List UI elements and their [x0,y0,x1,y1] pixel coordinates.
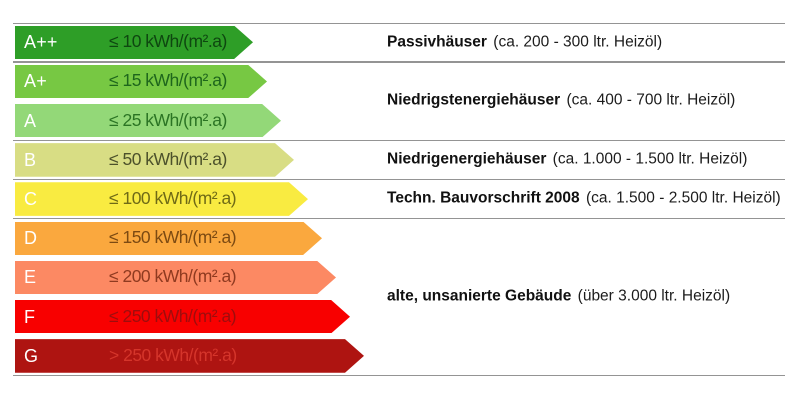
bar-c: C ≤ 100 kWh/(m².a) [15,182,308,216]
bar-g: G > 250 kWh/(m².a) [15,339,364,373]
bar-f: F ≤ 250 kWh/(m².a) [15,300,350,334]
group-description-alte-gebaeude: alte, unsanierte Gebäude (über 3.000 ltr… [387,288,730,307]
bar-class-label: D [24,228,38,249]
bar-threshold: ≤ 10 kWh/(m².a) [109,31,227,52]
group-description-niedrigstenergiehaeuser: Niedrigstenergiehäuser (ca. 400 - 700 lt… [387,92,735,111]
bar-a: A ≤ 25 kWh/(m².a) [15,104,281,138]
bar-threshold: ≤ 100 kWh/(m².a) [109,188,237,209]
bar-threshold: ≤ 200 kWh/(m².a) [109,266,237,287]
bar-a-plus: A+ ≤ 15 kWh/(m².a) [15,65,267,99]
group-name: Passivhäuser [387,33,487,51]
group-description-techn-bauvorschrift: Techn. Bauvorschrift 2008 (ca. 1.500 - 2… [387,190,781,209]
bar-threshold: ≤ 25 kWh/(m².a) [109,109,227,130]
bar-b: B ≤ 50 kWh/(m².a) [15,143,294,177]
group-name: alte, unsanierte Gebäude [387,287,572,305]
group-name: Niedrigstenergiehäuser [387,91,561,109]
bar-d: D ≤ 150 kWh/(m².a) [15,222,322,256]
bar-threshold: ≤ 150 kWh/(m².a) [109,227,237,248]
divider-bottom [12,374,785,376]
group-description-niedrigenergiehaeuser: Niedrigenergiehäuser (ca. 1.000 - 1.500 … [387,150,747,169]
divider-group-2-3 [12,139,785,141]
group-description-passivhaeuser: Passivhäuser (ca. 200 - 300 ltr. Heizöl) [387,33,662,52]
bar-threshold: ≤ 15 kWh/(m².a) [109,70,227,91]
group-name: Niedrigenergiehäuser [387,150,547,168]
group-detail: (ca. 200 - 300 ltr. Heizöl) [493,33,663,51]
group-name: Techn. Bauvorschrift 2008 [387,189,580,207]
bar-class-label: C [24,188,38,209]
bar-e: E ≤ 200 kWh/(m².a) [15,261,336,295]
bar-class-label: A+ [24,71,47,92]
group-detail: (über 3.000 ltr. Heizöl) [577,287,731,305]
bar-class-label: A [24,110,37,131]
bar-threshold: ≤ 250 kWh/(m².a) [109,305,237,326]
bar-threshold: > 250 kWh/(m².a) [109,344,237,365]
group-detail: (ca. 1.000 - 1.500 ltr. Heizöl) [552,150,748,168]
bar-threshold: ≤ 50 kWh/(m².a) [109,148,227,169]
bar-class-label: G [24,345,39,366]
bar-class-label: E [24,267,37,288]
group-detail: (ca. 1.500 - 2.500 ltr. Heizöl) [585,189,781,207]
bar-class-label: A++ [24,32,58,53]
group-detail: (ca. 400 - 700 ltr. Heizöl) [566,91,736,109]
bar-a-plus-plus: A++ ≤ 10 kWh/(m².a) [15,26,253,60]
divider-group-4-5 [12,218,785,220]
divider-group-1-2 [12,61,785,63]
bar-class-label: B [24,149,37,170]
divider-top [12,22,785,24]
bar-class-label: F [24,306,36,327]
divider-group-3-4 [12,178,785,181]
